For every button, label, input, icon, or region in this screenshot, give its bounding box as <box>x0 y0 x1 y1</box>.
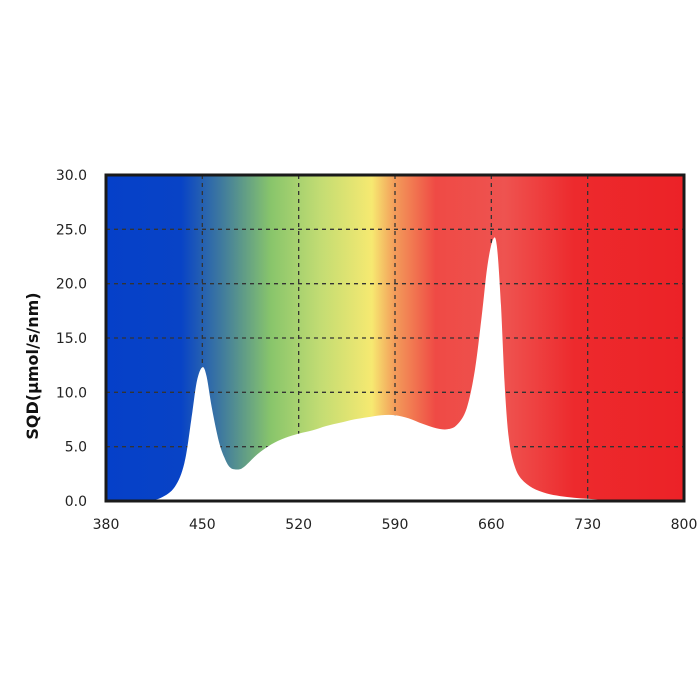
spectral-curve-area <box>133 237 629 501</box>
y-tick-label: 25.0 <box>56 222 87 238</box>
y-tick-label: 15.0 <box>56 331 87 347</box>
y-axis-ticks: 0.0 5.0 10.0 15.0 20.0 25.0 30.0 <box>56 168 87 510</box>
y-tick-label: 10.0 <box>56 385 87 401</box>
x-tick-label: 660 <box>478 517 505 533</box>
x-tick-label: 590 <box>382 517 409 533</box>
y-tick-label: 0.0 <box>65 494 87 510</box>
x-tick-label: 520 <box>285 517 312 533</box>
x-axis-ticks: 380 450 520 590 660 730 800 <box>93 517 698 533</box>
y-tick-label: 30.0 <box>56 168 87 184</box>
x-tick-label: 380 <box>93 517 120 533</box>
y-axis-label: SQD(μmol/s/nm) <box>23 292 42 439</box>
y-tick-label: 5.0 <box>65 440 87 456</box>
x-tick-label: 450 <box>189 517 216 533</box>
x-tick-label: 800 <box>671 517 698 533</box>
x-tick-label: 730 <box>574 517 601 533</box>
y-tick-label: 20.0 <box>56 277 87 293</box>
plot-frame <box>104 173 686 503</box>
